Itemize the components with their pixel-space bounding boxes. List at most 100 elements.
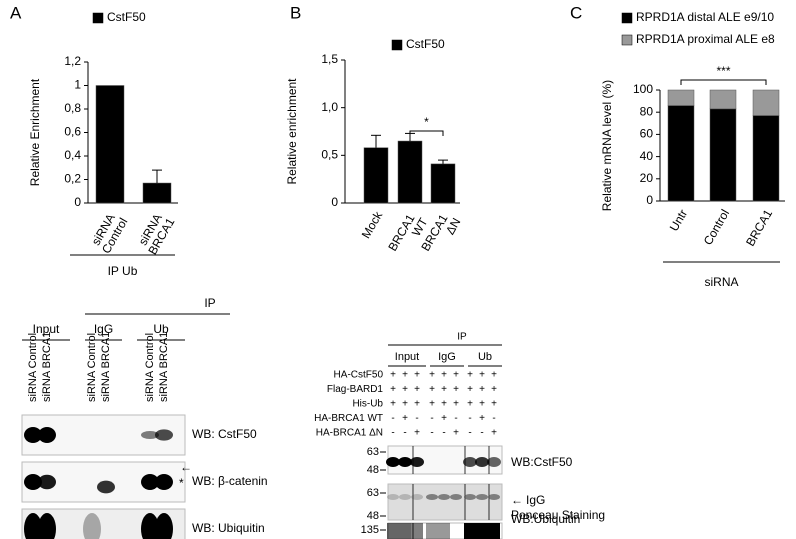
legend-swatch [92,12,104,24]
condition-sign: - [480,428,483,439]
condition-sign: - [391,428,394,439]
error-bar [371,134,381,148]
band [155,513,173,539]
blot-label: WB:Ubiquitin [511,512,580,526]
condition-label: HA-CstF50 [334,370,384,381]
y-tick-label: 100 [633,82,653,96]
blot-label: WB: Ubiquitin [192,521,265,535]
bar [667,105,695,202]
condition-sign: + [479,384,485,395]
band [411,494,423,500]
y-tick-label: 0 [74,195,81,209]
condition-sign: + [402,370,408,381]
significance-bracket [409,130,444,136]
lane-group-label: Ub [478,351,492,363]
band [155,474,173,490]
condition-sign: + [402,399,408,410]
bar [142,182,172,204]
legend-label: CstF50 [107,10,146,24]
band [38,513,56,539]
y-axis-label: Relative enrichment [285,78,299,185]
bar [430,163,456,204]
blot-label: IgG [526,493,545,507]
y-tick-label: 60 [640,127,654,141]
mw-marker: 48 [367,464,379,476]
condition-sign: + [453,428,459,439]
condition-sign: + [491,370,497,381]
bar [709,89,737,110]
bar [752,89,780,116]
y-tick-label: 0,8 [64,101,81,115]
band [463,457,477,467]
condition-sign: + [467,370,473,381]
band [24,513,42,539]
legend-swatch [621,12,633,24]
lane-label: siRNA Control [86,333,98,402]
bar [95,85,125,204]
blot-label: WB: β-catenin [192,474,268,488]
y-tick-label: 0,6 [64,125,81,139]
band-arrow: ← [180,460,192,474]
band [97,480,115,494]
condition-label: HA-BRCA1 WT [314,413,383,424]
error-bar [438,159,448,164]
band [426,523,438,539]
lane-label: siRNA BRCA1 [158,332,170,402]
lane-group-label: Ub [153,322,169,336]
condition-sign: + [491,428,497,439]
ip-label: IP [204,296,215,310]
condition-label: HA-BRCA1 ΔN [316,428,383,439]
condition-sign: + [491,399,497,410]
significance-label: *** [716,64,730,78]
condition-sign: + [414,399,420,410]
band [155,429,173,441]
mw-marker: 63 [367,446,379,458]
bar [752,115,780,202]
band [410,457,424,467]
lane-label: siRNA Control [144,333,156,402]
condition-sign: + [390,399,396,410]
legend-label: CstF50 [406,37,445,51]
band [38,474,56,490]
y-tick-label: 0,2 [64,172,81,186]
blot-label: Ponceau Staining [511,508,605,522]
band-arrow: ← [511,493,523,507]
bar [709,108,737,202]
band [399,494,411,500]
condition-sign: + [429,370,435,381]
y-tick-label: 0 [331,195,338,209]
group-label: IP Ub [108,264,138,278]
y-axis-label: Relative Enrichment [28,78,42,186]
condition-sign: - [430,413,433,424]
condition-sign: + [441,413,447,424]
band [476,523,488,539]
condition-sign: - [468,413,471,424]
y-tick-label: 1,0 [321,100,338,114]
bar [667,89,695,106]
band [386,457,400,467]
band [399,523,411,539]
condition-sign: + [453,384,459,395]
band [387,494,399,500]
lane-group-label: IgG [438,351,456,363]
band [141,431,159,439]
condition-sign: + [479,413,485,424]
lane-group-label: Input [395,351,419,363]
band [464,523,476,539]
condition-sign: + [479,399,485,410]
condition-sign: - [430,428,433,439]
condition-sign: - [468,428,471,439]
legend-label: RPRD1A proximal ALE e8 [636,32,775,46]
band [141,513,159,539]
band [38,427,56,443]
band [426,494,438,500]
significance-bracket [680,79,767,85]
panel-label: C [570,3,582,22]
panel-label: B [290,3,301,22]
condition-sign: + [479,370,485,381]
condition-sign: - [454,413,457,424]
band [475,457,489,467]
condition-label: Flag-BARD1 [327,384,384,395]
mw-marker: 48 [367,510,379,522]
